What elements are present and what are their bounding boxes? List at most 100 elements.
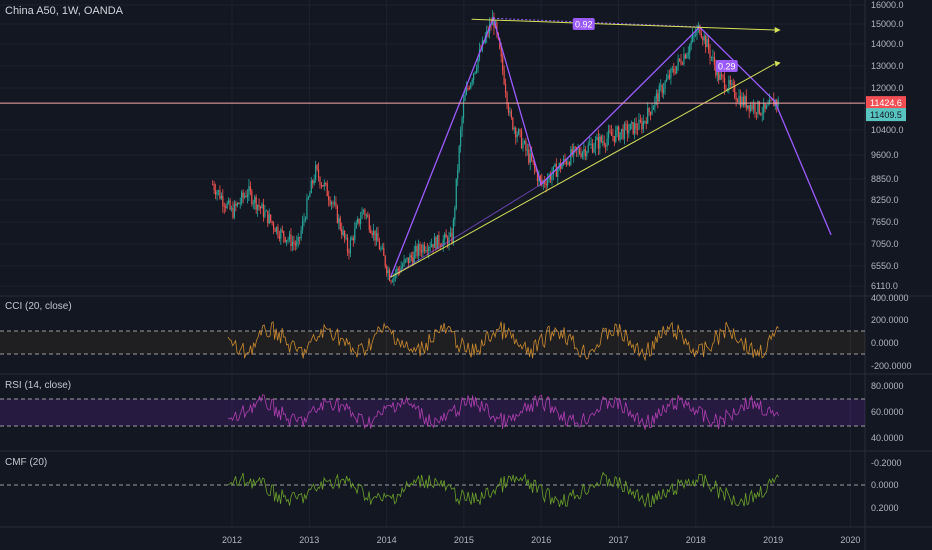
candle-body [267, 210, 269, 224]
candle-body [676, 65, 678, 74]
candle-body [713, 56, 715, 65]
candle-body [403, 260, 405, 266]
lower-trendline-arrow [774, 60, 781, 67]
candle-body [475, 68, 478, 72]
candle-body [568, 162, 570, 165]
candle-body [320, 185, 323, 186]
candle-body [644, 121, 646, 122]
candle-body [249, 186, 251, 192]
candle-body [736, 100, 739, 102]
candle-body [261, 203, 263, 209]
candle-body [615, 129, 617, 142]
candle-body [551, 174, 553, 180]
candle-body [718, 68, 720, 80]
candle-body [703, 35, 705, 41]
candle-body [402, 265, 404, 268]
candle-body [758, 101, 760, 114]
candle-body [294, 243, 296, 246]
candle-body [238, 202, 240, 204]
candle-body [268, 214, 270, 224]
candle-body [591, 143, 594, 153]
price-tick-label: 16000.0 [871, 0, 904, 10]
candle-body [680, 60, 682, 64]
candle-body [619, 132, 621, 140]
candle-body [629, 123, 631, 131]
candle-body [536, 171, 539, 182]
candle-body [232, 208, 234, 218]
candle-body [361, 211, 363, 219]
candle-body [581, 152, 584, 157]
candle-body [752, 104, 755, 110]
candle-body [455, 178, 457, 208]
candle-body [465, 88, 468, 95]
price-tick-label: 9600.0 [871, 150, 899, 160]
candle-body [310, 180, 312, 194]
candle-body [513, 128, 515, 130]
candle-body [545, 183, 547, 186]
candle-body [397, 268, 399, 271]
candle-body [396, 268, 398, 274]
candle-body [381, 247, 383, 249]
candle-body [474, 71, 476, 74]
candle-body [622, 128, 624, 139]
candle-body [410, 255, 412, 258]
candle-body [583, 149, 585, 153]
indicator-tick-label: 200.0000 [871, 315, 909, 325]
cmf-title: CMF (20) [5, 457, 48, 468]
candle-body [760, 113, 762, 115]
candle-body [307, 197, 309, 199]
candle-body [764, 103, 766, 109]
candle-body [242, 192, 244, 198]
candle-body [667, 75, 669, 79]
candle-body [293, 241, 295, 244]
candle-body [451, 232, 453, 243]
candle-body [515, 128, 517, 138]
candle-body [709, 49, 711, 58]
candle-body [657, 93, 659, 102]
candle-body [770, 100, 772, 101]
candle-body [332, 202, 334, 204]
candle-body [368, 217, 370, 230]
x-tick-label: 2015 [454, 535, 474, 545]
candle-body [220, 195, 222, 199]
candle-body [470, 82, 472, 89]
candle-body [632, 122, 634, 134]
candle-body [265, 210, 267, 212]
candle-body [391, 280, 394, 282]
candle-body [449, 232, 452, 236]
candle-body [625, 124, 627, 125]
candle-body [299, 237, 301, 239]
candle-body [648, 108, 650, 112]
candle-body [471, 79, 473, 83]
candle-body [719, 74, 721, 80]
candle-body [364, 209, 366, 216]
candle-body [286, 240, 288, 242]
candle-body [462, 101, 465, 119]
candle-body [270, 214, 272, 222]
rsi-line [227, 394, 779, 431]
candle-body [290, 234, 292, 247]
candle-body [594, 139, 597, 149]
candle-body [645, 121, 647, 124]
candle-body [605, 145, 607, 147]
pattern-leg-xb [390, 183, 542, 278]
candle-body [259, 206, 262, 209]
candle-body [612, 135, 614, 137]
candle-body [661, 85, 663, 94]
candle-body [296, 241, 298, 246]
candle-body [436, 235, 439, 249]
lower-trendline [390, 63, 775, 278]
candle-body [702, 37, 704, 41]
candle-body [335, 202, 337, 206]
ratio-label: 0.29 [718, 62, 736, 72]
candle-body [681, 63, 684, 65]
candle-body [254, 196, 256, 203]
rsi-band [0, 399, 865, 426]
candle-body [375, 232, 378, 241]
candle-body [670, 68, 672, 79]
candle-body [512, 117, 514, 130]
candle-body [422, 244, 424, 253]
candle-body [721, 74, 723, 76]
candle-body [596, 137, 598, 140]
